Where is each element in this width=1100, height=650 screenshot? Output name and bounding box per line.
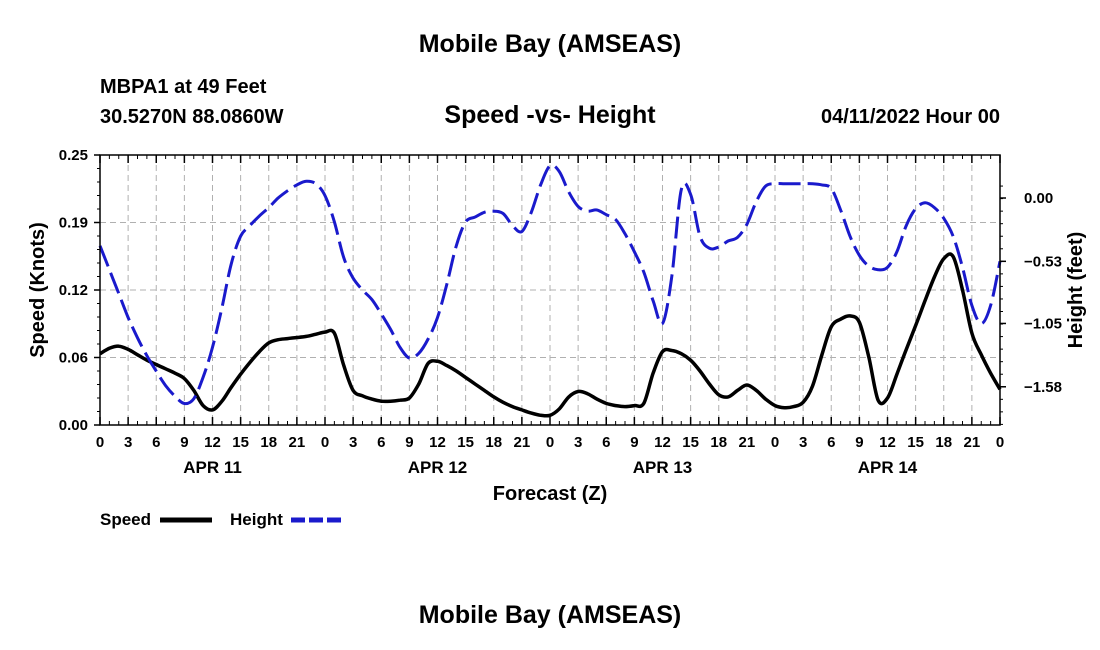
station-coords: 30.5270N 88.0860W	[100, 106, 284, 128]
x-tick-label: 6	[152, 434, 160, 451]
x-tick-label: 9	[405, 434, 413, 451]
x-tick-label: 21	[289, 434, 306, 451]
speed-series-line	[99, 252, 1002, 418]
station-name: MBPA1 at 49 Feet	[100, 76, 267, 98]
x-axis-label: Forecast (Z)	[493, 483, 607, 505]
x-tick-label: 12	[204, 434, 221, 451]
y2-tick-label: −0.53	[1024, 253, 1062, 270]
y2-tick-label: −1.05	[1024, 315, 1062, 332]
x-tick-label: 6	[377, 434, 385, 451]
x-tick-label: 12	[429, 434, 446, 451]
x-tick-label: 15	[907, 434, 924, 451]
series-layer	[98, 163, 1002, 418]
y-axis-label: Speed (Knots)	[27, 222, 49, 358]
day-label: APR 13	[633, 458, 693, 477]
x-tick-label: 15	[682, 434, 699, 451]
y2-tick-label: −1.58	[1024, 379, 1062, 396]
height-series-line	[98, 163, 1002, 406]
forecast-date: 04/11/2022 Hour 00	[820, 106, 1000, 128]
x-tick-label: 18	[935, 434, 952, 451]
x-tick-label: 15	[232, 434, 249, 451]
y-tick-label: 0.12	[59, 282, 88, 299]
x-tick-label: 6	[602, 434, 610, 451]
x-tick-label: 12	[879, 434, 896, 451]
y-tick-label: 0.19	[59, 215, 88, 232]
chart-title: Speed -vs- Height	[444, 101, 656, 129]
y-tick-label: 0.25	[59, 147, 88, 164]
y-tick-label: 0.00	[59, 417, 88, 434]
x-tick-label: 3	[574, 434, 582, 451]
x-tick-label: 15	[457, 434, 474, 451]
y-tick-label: 0.06	[59, 350, 88, 367]
x-tick-label: 9	[630, 434, 638, 451]
legend: Speed Height	[100, 510, 343, 529]
x-tick-label: 18	[260, 434, 277, 451]
x-tick-label: 0	[771, 434, 779, 451]
x-tick-label: 21	[739, 434, 756, 451]
day-label: APR 11	[183, 458, 242, 477]
day-label: APR 12	[408, 458, 468, 477]
repeat-title: Mobile Bay (AMSEAS)	[418, 601, 682, 629]
x-tick-label: 0	[546, 434, 554, 451]
x-tick-label: 18	[710, 434, 727, 451]
x-tick-label: 12	[654, 434, 671, 451]
x-tick-label: 21	[964, 434, 981, 451]
x-tick-label: 21	[514, 434, 531, 451]
legend-height-label: Height	[230, 510, 283, 529]
x-tick-label: 9	[180, 434, 188, 451]
x-tick-label: 3	[124, 434, 132, 451]
x-tick-label: 0	[996, 434, 1004, 451]
x-tick-label: 0	[321, 434, 329, 451]
x-tick-label: 3	[349, 434, 357, 451]
axis-layer: 0 3 6 9 12 15 18 21 0 3 6 9 12 15 18 21 0 3 6 9 12 15 18 21 0 3 6 9…	[59, 147, 1062, 477]
x-tick-label: 9	[855, 434, 863, 451]
x-tick-label: 18	[485, 434, 502, 451]
y2-axis-label: Height (feet)	[1065, 232, 1087, 349]
x-tick-label: 3	[799, 434, 807, 451]
x-tick-label: 0	[96, 434, 104, 451]
y2-tick-label: 0.00	[1024, 190, 1053, 207]
x-tick-label: 6	[827, 434, 835, 451]
legend-speed-label: Speed	[100, 510, 151, 529]
day-label: APR 14	[858, 458, 918, 477]
main-title: Mobile Bay (AMSEAS)	[418, 30, 682, 58]
